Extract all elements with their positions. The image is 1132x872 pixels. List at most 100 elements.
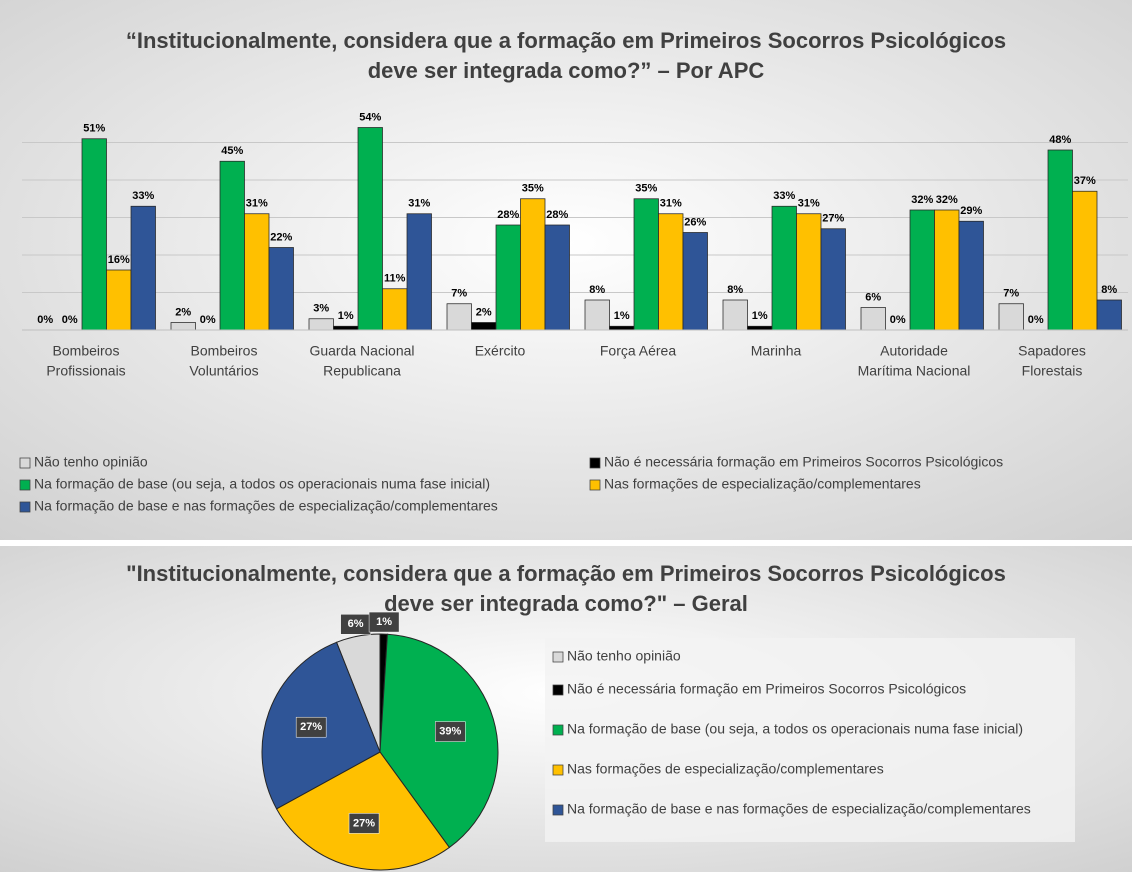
legend-label: Na formação de base e nas formações de e… [34, 498, 498, 514]
x-tick-label: Profissionais [46, 363, 125, 379]
data-label: 27% [822, 213, 844, 225]
legend-label: Na formação de base (ou seja, a todos os… [34, 476, 490, 492]
data-label: 51% [83, 123, 105, 135]
bar [406, 213, 432, 331]
x-tick-label: Sapadores [1018, 343, 1086, 359]
data-label: 1% [614, 310, 630, 322]
chart-title: deve ser integrada como?” – Por APC [368, 58, 765, 83]
legend-swatch [552, 804, 564, 816]
x-tick-label: Bombeiros [53, 343, 120, 359]
data-label: 3% [313, 303, 329, 315]
data-label: 0% [200, 314, 216, 326]
bar [244, 213, 270, 331]
x-tick-label: Voluntários [189, 363, 258, 379]
legend-label: Nas formações de especialização/compleme… [567, 761, 884, 777]
data-label: 29% [960, 205, 982, 217]
bar [1096, 299, 1122, 331]
data-label: 33% [132, 190, 154, 202]
data-label: 6% [865, 291, 881, 303]
legend-label: Não tenho opinião [34, 454, 148, 470]
data-label-box [435, 721, 466, 742]
data-label: 39% [439, 725, 461, 737]
data-label: 31% [246, 198, 268, 210]
data-label: 48% [1049, 134, 1071, 146]
data-label: 27% [353, 817, 375, 829]
data-label: 2% [476, 306, 492, 318]
x-tick-label: Florestais [1022, 363, 1083, 379]
x-tick-label: Marinha [751, 343, 802, 359]
bar [268, 247, 294, 331]
data-label: 31% [660, 198, 682, 210]
legend-label: Não é necessária formação em Primeiros S… [567, 681, 966, 697]
legend-swatch [552, 764, 564, 776]
legend-label: Na formação de base e nas formações de e… [567, 801, 1031, 817]
legend-swatch [589, 457, 601, 469]
legend-label: Não é necessária formação em Primeiros S… [604, 454, 1003, 470]
data-label: 32% [936, 194, 958, 206]
data-label: 0% [62, 314, 78, 326]
x-tick-label: Guarda Nacional [309, 343, 414, 359]
legend-swatch [19, 457, 31, 469]
data-label: 28% [497, 209, 519, 221]
bar [130, 205, 156, 331]
data-label: 7% [1003, 288, 1019, 300]
data-label-box [368, 611, 400, 633]
data-label: 32% [911, 194, 933, 206]
data-label: 2% [175, 306, 191, 318]
bar [333, 325, 359, 331]
data-label: 28% [546, 209, 568, 221]
x-tick-label: Autoridade [880, 343, 948, 359]
bar [796, 213, 822, 331]
data-label: 8% [727, 284, 743, 296]
legend-label: Na formação de base (ou seja, a todos os… [567, 721, 1023, 737]
data-label: 1% [376, 616, 392, 628]
legend-swatch [552, 724, 564, 736]
bar [682, 232, 708, 331]
legend-label: Nas formações de especialização/compleme… [604, 476, 921, 492]
data-label: 35% [522, 183, 544, 195]
chart-title: “Institucionalmente, considera que a for… [126, 28, 1006, 53]
chart-title: deve ser integrada como?" – Geral [384, 591, 748, 616]
data-label: 35% [635, 183, 657, 195]
bar [747, 325, 773, 331]
bar [609, 325, 635, 331]
x-tick-label: Exército [475, 343, 526, 359]
data-label: 7% [451, 288, 467, 300]
data-label: 26% [684, 216, 706, 228]
pie-slice [275, 751, 451, 871]
pie-legend-box [545, 638, 1075, 842]
bar [106, 269, 132, 331]
bar [357, 127, 383, 331]
bar [471, 322, 497, 331]
data-label: 22% [270, 231, 292, 243]
legend-swatch [589, 479, 601, 491]
bar [722, 299, 748, 331]
data-label: 8% [1101, 284, 1117, 296]
bar [958, 220, 984, 331]
bar [170, 322, 196, 331]
data-label: 37% [1074, 175, 1096, 187]
legend-label: Não tenho opinião [567, 648, 681, 664]
data-label-box [348, 813, 380, 834]
x-tick-label: Força Aérea [600, 343, 676, 359]
bar [1072, 190, 1098, 331]
data-label: 31% [798, 198, 820, 210]
legend-swatch [19, 479, 31, 491]
bar [1047, 149, 1073, 331]
data-label: 8% [589, 284, 605, 296]
bar [909, 209, 935, 331]
data-label: 11% [384, 273, 406, 285]
bar [81, 138, 107, 331]
data-label-box [295, 716, 327, 738]
bar [771, 205, 797, 331]
legend-swatch [19, 501, 31, 513]
data-label: 31% [408, 198, 430, 210]
bar [658, 213, 684, 331]
bar [219, 160, 245, 331]
bar [382, 288, 408, 331]
data-label: 16% [108, 254, 130, 266]
x-tick-label: Marítima Nacional [858, 363, 971, 379]
data-label: 0% [37, 314, 53, 326]
bar [308, 318, 334, 331]
legend-swatch [552, 684, 564, 696]
